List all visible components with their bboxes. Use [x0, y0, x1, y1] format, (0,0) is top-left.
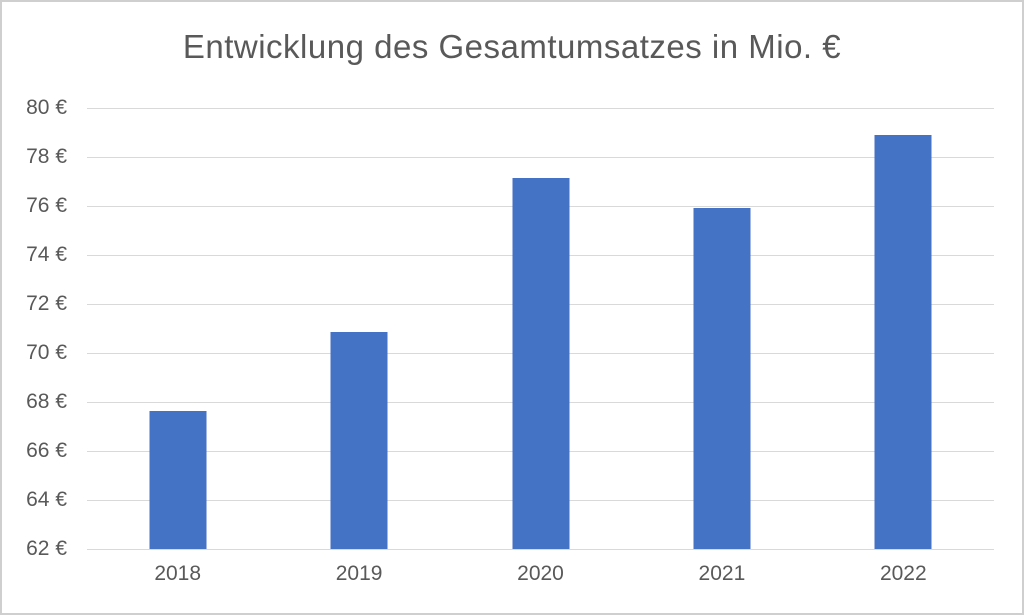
y-tick-label: 74 € — [26, 242, 67, 266]
y-tick-label: 62 € — [26, 537, 67, 560]
bar-2021 — [693, 208, 751, 549]
y-tick-label: 68 € — [26, 389, 67, 413]
plot-area — [87, 108, 994, 550]
y-tick-label: 78 € — [26, 145, 67, 168]
gridline — [87, 108, 994, 109]
gridline — [87, 157, 994, 158]
y-tick-label: 64 € — [26, 488, 67, 511]
bar-2022 — [874, 134, 932, 549]
bar-2020 — [512, 177, 569, 549]
x-tick-label: 2019 — [335, 562, 383, 585]
x-tick-label: 2018 — [154, 562, 202, 585]
y-tick-label: 76 € — [26, 194, 67, 217]
x-axis: 2018 2019 2020 2021 2022 — [87, 560, 994, 592]
y-tick-label: 72 € — [26, 292, 67, 315]
y-tick-label: 80 € — [26, 96, 67, 119]
bar-2019 — [330, 332, 388, 549]
y-tick-label: 66 € — [26, 439, 67, 462]
x-tick-label: 2021 — [698, 562, 746, 585]
x-tick-label: 2020 — [517, 562, 564, 585]
y-tick-label: 70 € — [26, 341, 67, 364]
bar-2018 — [149, 410, 207, 549]
gridline — [87, 549, 994, 550]
y-axis: 62 € 64 € 66 € 68 € 70 € 72 € 74 € 76 € 78 € 80 € — [2, 96, 77, 560]
x-tick-label: 2022 — [879, 562, 927, 585]
chart-title: Entwicklung des Gesamtumsatzes in Mio. € — [182, 28, 842, 65]
